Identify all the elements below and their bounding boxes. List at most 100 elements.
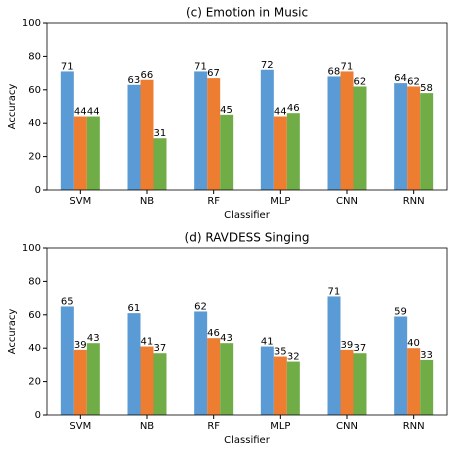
value-label: 44 xyxy=(274,107,287,118)
bar xyxy=(273,356,287,415)
value-label: 46 xyxy=(287,103,300,114)
x-tick-label: RF xyxy=(207,421,220,432)
x-tick-label: NB xyxy=(140,196,154,207)
value-label: 41 xyxy=(261,337,274,348)
value-label: 62 xyxy=(194,301,207,312)
bar xyxy=(273,116,287,190)
bar xyxy=(353,86,367,190)
x-tick-label: MLP xyxy=(270,421,290,432)
bar xyxy=(327,76,341,190)
x-tick-label: RNN xyxy=(403,196,425,207)
bar xyxy=(420,359,434,415)
y-tick-label: 0 xyxy=(35,410,41,421)
y-tick-label: 60 xyxy=(28,85,41,96)
value-label: 65 xyxy=(61,296,74,307)
bar xyxy=(353,353,367,415)
y-tick-label: 0 xyxy=(35,185,41,196)
bar xyxy=(327,296,341,415)
bar xyxy=(73,116,87,190)
y-tick-label: 20 xyxy=(28,377,41,388)
bar xyxy=(220,343,234,415)
bar xyxy=(340,349,354,415)
bar xyxy=(86,116,100,190)
bar xyxy=(394,316,408,415)
x-tick-label: CNN xyxy=(336,421,358,432)
bar xyxy=(407,86,421,190)
x-axis-label: Classifier xyxy=(224,210,271,221)
value-label: 68 xyxy=(328,66,341,77)
value-label: 32 xyxy=(287,352,300,363)
bar xyxy=(194,311,208,415)
x-tick-label: RF xyxy=(207,196,220,207)
value-label: 41 xyxy=(141,337,154,348)
value-label: 40 xyxy=(407,338,420,349)
bar xyxy=(86,343,100,415)
value-label: 71 xyxy=(194,61,207,72)
value-label: 62 xyxy=(407,76,420,87)
y-tick-label: 100 xyxy=(22,243,41,254)
value-label: 31 xyxy=(154,128,167,139)
y-tick-label: 100 xyxy=(22,18,41,29)
chart-title: (d) RAVDESS Singing xyxy=(185,231,310,245)
x-tick-label: SVM xyxy=(69,421,91,432)
bar xyxy=(127,313,141,415)
x-tick-label: NB xyxy=(140,421,154,432)
value-label: 71 xyxy=(328,286,341,297)
bar xyxy=(60,71,74,190)
value-label: 39 xyxy=(341,340,354,351)
y-axis-label: Accuracy xyxy=(7,84,18,130)
value-label: 72 xyxy=(261,60,274,71)
bar xyxy=(420,93,434,190)
bar xyxy=(194,71,208,190)
value-label: 58 xyxy=(420,83,433,94)
x-axis-label: Classifier xyxy=(224,435,271,446)
value-label: 33 xyxy=(420,350,433,361)
value-label: 59 xyxy=(394,306,407,317)
value-label: 46 xyxy=(207,328,220,339)
y-tick-label: 20 xyxy=(28,152,41,163)
value-label: 62 xyxy=(354,76,367,87)
bar xyxy=(340,71,354,190)
value-label: 64 xyxy=(394,73,407,84)
value-label: 44 xyxy=(87,107,100,118)
y-tick-label: 80 xyxy=(28,51,41,62)
value-label: 45 xyxy=(220,105,233,116)
bar xyxy=(127,84,141,190)
bar xyxy=(153,353,167,415)
bar xyxy=(140,346,154,415)
value-label: 66 xyxy=(141,70,154,81)
bar xyxy=(73,349,87,415)
bar xyxy=(394,83,408,190)
value-label: 35 xyxy=(274,347,287,358)
chart-title: (c) Emotion in Music xyxy=(186,6,308,20)
value-label: 37 xyxy=(154,343,167,354)
value-label: 43 xyxy=(220,333,233,344)
y-tick-label: 80 xyxy=(28,276,41,287)
y-axis-label: Accuracy xyxy=(7,309,18,355)
bar xyxy=(140,79,154,190)
bar xyxy=(60,306,74,415)
value-label: 71 xyxy=(61,61,74,72)
bar xyxy=(260,69,274,190)
value-label: 39 xyxy=(74,340,87,351)
x-tick-label: CNN xyxy=(336,196,358,207)
value-label: 63 xyxy=(128,75,141,86)
value-label: 43 xyxy=(87,333,100,344)
y-tick-label: 40 xyxy=(28,118,41,129)
bar xyxy=(286,361,300,415)
axes-frame xyxy=(46,247,448,416)
bar xyxy=(286,113,300,190)
bar xyxy=(153,138,167,190)
value-label: 67 xyxy=(207,68,220,79)
value-label: 71 xyxy=(341,61,354,72)
y-tick-label: 40 xyxy=(28,343,41,354)
axes-frame xyxy=(46,22,448,191)
bar xyxy=(407,348,421,415)
bar xyxy=(207,78,221,190)
bar xyxy=(260,346,274,415)
x-tick-label: MLP xyxy=(270,196,290,207)
x-tick-label: RNN xyxy=(403,421,425,432)
bar xyxy=(220,114,234,190)
value-label: 61 xyxy=(128,303,141,314)
